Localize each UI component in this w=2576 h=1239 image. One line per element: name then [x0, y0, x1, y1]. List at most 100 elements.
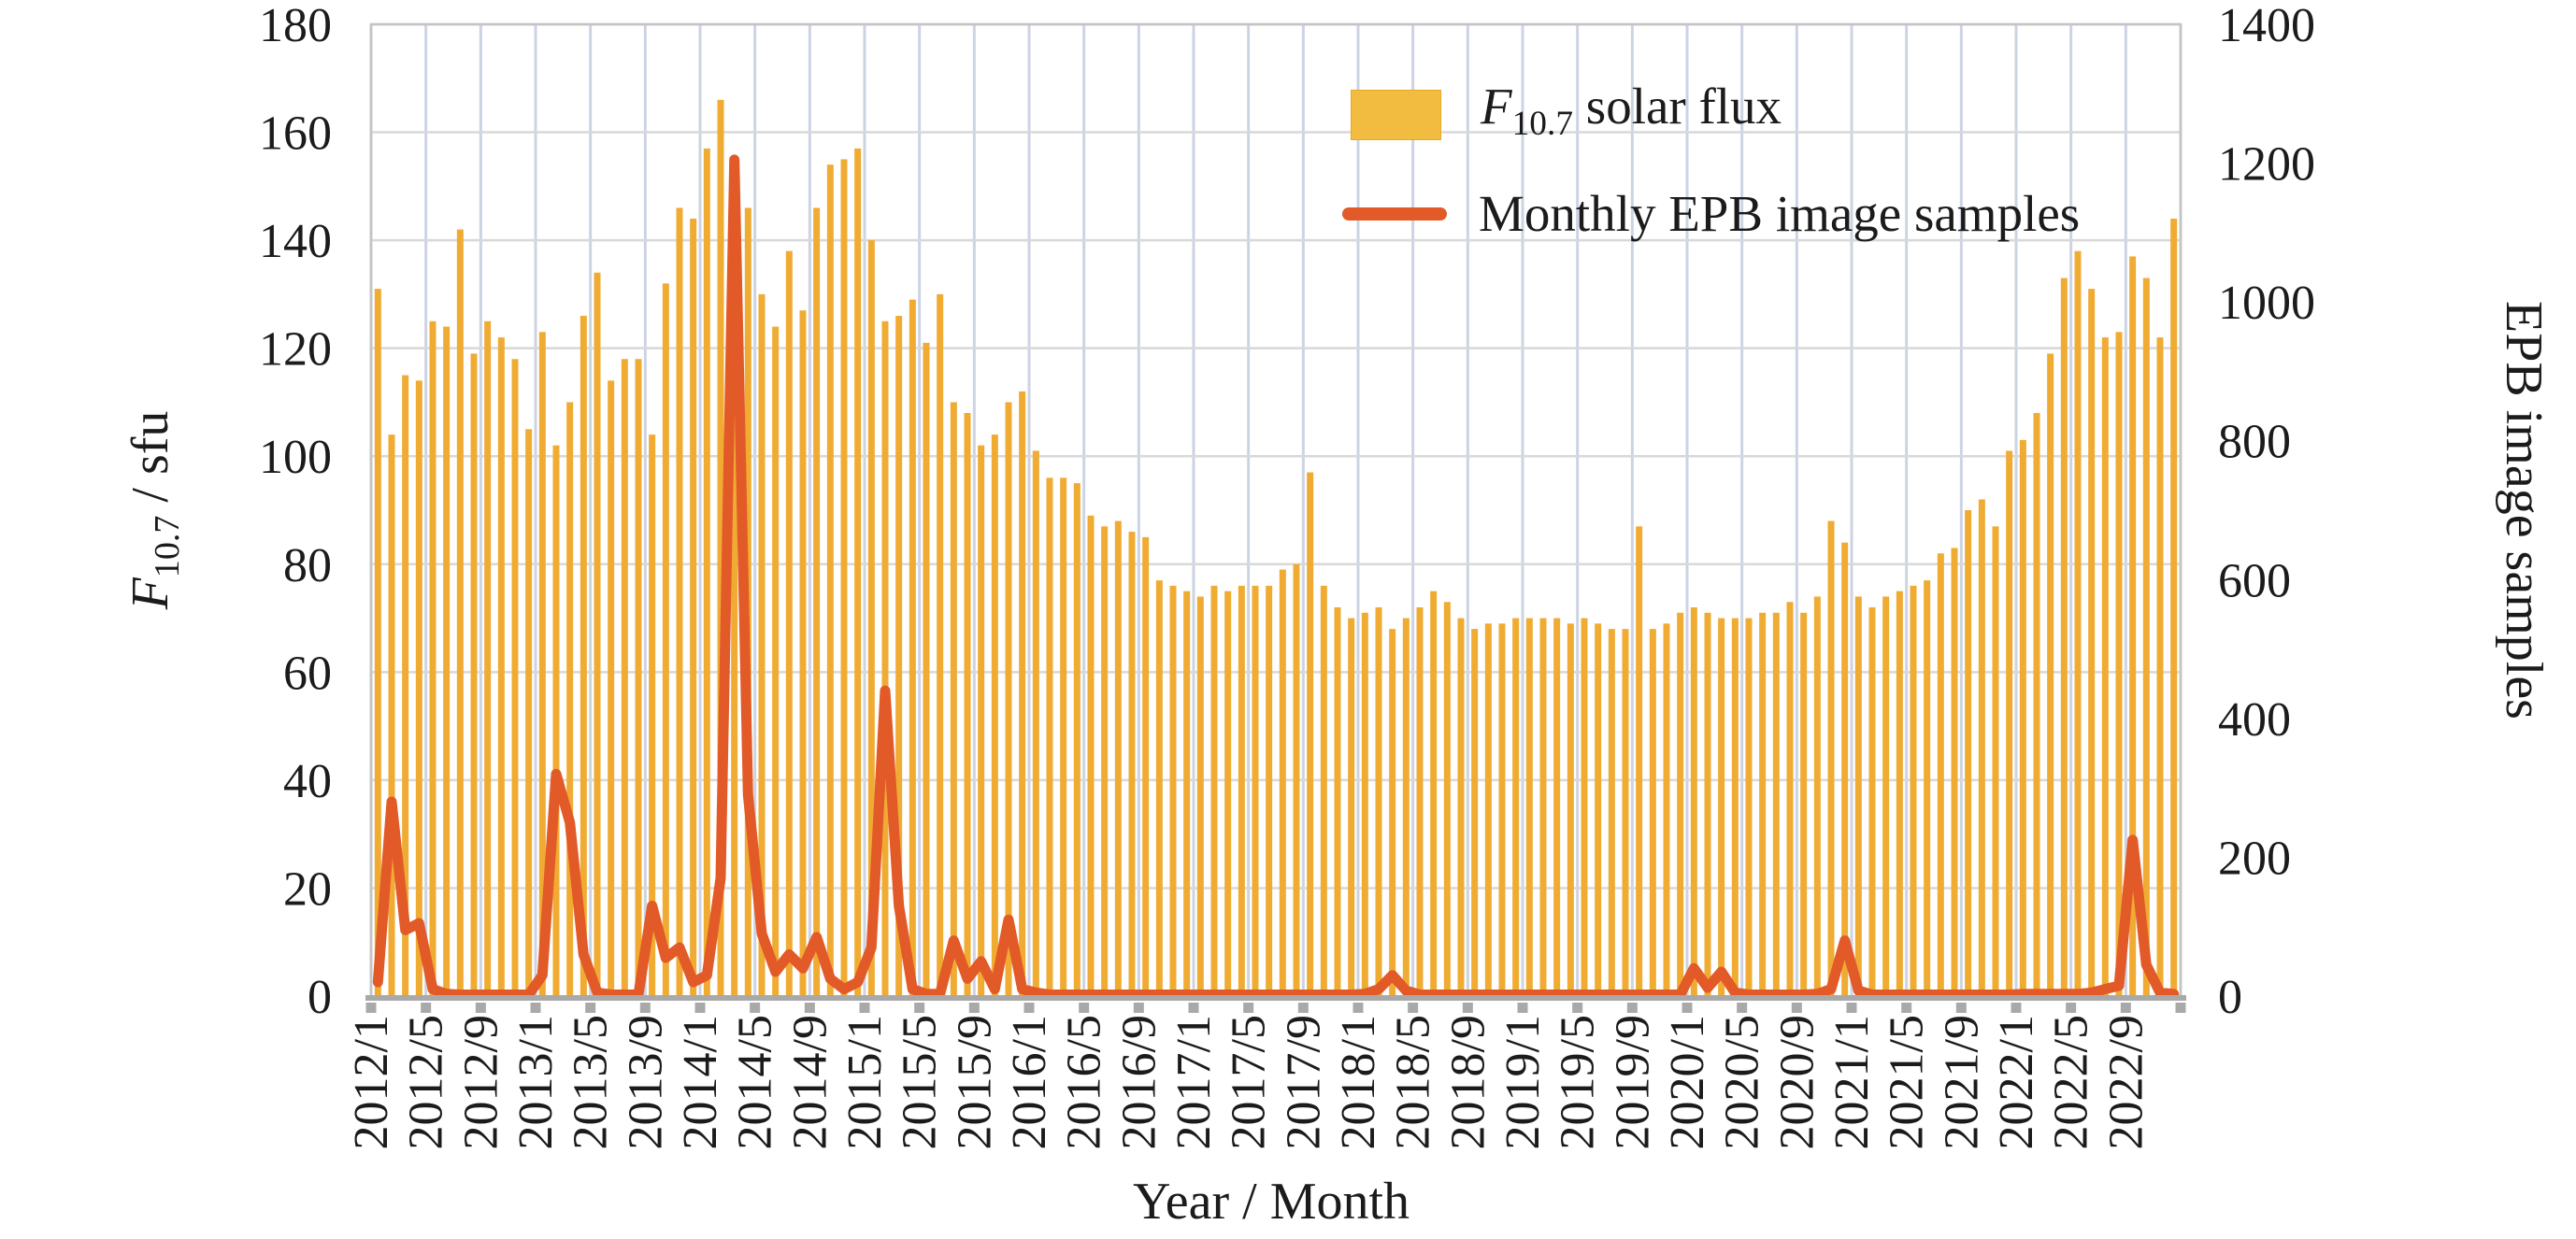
- flux-bar: [1169, 585, 1177, 996]
- left-axis-title-rest: / sfu: [121, 410, 179, 516]
- flux-bar: [840, 159, 848, 996]
- x-tick-mark: [1682, 1003, 1693, 1013]
- x-axis-tick-label: 2019/9: [1606, 1015, 1659, 1149]
- x-axis-tick-label: 2021/1: [1825, 1015, 1879, 1149]
- x-tick-mark: [2066, 1003, 2077, 1013]
- flux-bar: [1307, 472, 1314, 996]
- x-axis-tick-label: 2020/9: [1770, 1015, 1824, 1149]
- x-tick-mark: [1846, 1003, 1857, 1013]
- left-axis-tick-label: 0: [308, 971, 332, 1024]
- flux-bar: [1060, 477, 1067, 996]
- flux-bar: [2129, 256, 2137, 996]
- plot-border: [369, 22, 2182, 996]
- flux-bar: [1142, 536, 1150, 996]
- x-axis-tick-label: 2018/9: [1441, 1015, 1495, 1149]
- x-axis-tick-label: 2022/9: [2099, 1015, 2153, 1149]
- x-tick-mark: [1737, 1003, 1748, 1013]
- flux-bar: [1690, 607, 1697, 996]
- flux-bar: [1978, 499, 1985, 996]
- x-axis-tick-label: 2017/5: [1223, 1015, 1276, 1149]
- flux-bar: [635, 359, 642, 996]
- flux-bar: [1951, 548, 1958, 996]
- flux-bar: [1854, 596, 1862, 996]
- x-tick-mark: [1791, 1003, 1802, 1013]
- flux-bar: [1882, 596, 1890, 996]
- x-axis-tick-label: 2017/9: [1277, 1015, 1330, 1149]
- x-tick-mark: [1955, 1003, 1967, 1013]
- x-tick-mark: [365, 1003, 377, 1013]
- flux-bar: [1443, 602, 1451, 996]
- x-axis-tick-label: 2020/5: [1716, 1015, 1769, 1149]
- x-tick-mark: [1188, 1003, 1199, 1013]
- flux-bar: [2033, 413, 2040, 996]
- x-tick-mark: [475, 1003, 486, 1013]
- flux-bar: [1073, 483, 1080, 996]
- flux-bar: [1512, 618, 1520, 996]
- flux-bar: [429, 320, 436, 996]
- right-axis-title: EPB image samples: [2495, 301, 2553, 719]
- left-axis-tick-label: 160: [259, 107, 332, 161]
- epb-line-swatch-icon: [1342, 207, 1447, 221]
- flux-bar: [566, 402, 574, 996]
- flux-bar: [813, 207, 821, 996]
- x-tick-mark: [859, 1003, 870, 1013]
- flux-bar: [2170, 219, 2178, 996]
- flux-bar: [1101, 526, 1109, 996]
- x-axis-tick-label: 2015/5: [894, 1015, 947, 1149]
- x-axis-tick-label: 2012/9: [454, 1015, 508, 1149]
- legend-label-flux: F10.7 solar flux: [1481, 77, 1782, 143]
- flux-bar: [1402, 618, 1410, 996]
- flux-bar: [1525, 618, 1533, 996]
- flux-bar: [1224, 591, 1232, 996]
- flux-bar: [1484, 623, 1492, 996]
- x-axis-tick-label: 2018/1: [1332, 1015, 1385, 1149]
- x-axis-tick-label: 2022/1: [1990, 1015, 2043, 1149]
- flux-bar-swatch-icon: [1351, 90, 1441, 140]
- x-tick-mark: [750, 1003, 761, 1013]
- flux-bar: [415, 380, 422, 996]
- x-axis-line: [365, 995, 2186, 1001]
- epb-line: [372, 154, 2180, 1000]
- flux-bar: [662, 283, 669, 996]
- flux-bar: [649, 434, 656, 997]
- flux-bar: [1293, 563, 1300, 996]
- flux-bar: [1046, 477, 1053, 996]
- flux-bar: [2088, 289, 2096, 997]
- flux-bar: [1924, 580, 1931, 996]
- flux-bar: [1430, 591, 1438, 996]
- flux-bar: [731, 186, 738, 997]
- right-axis-tick-label: 200: [2218, 832, 2291, 885]
- left-axis-title: F10.7 / sfu: [121, 411, 188, 610]
- flux-bar: [1005, 402, 1012, 996]
- flux-bar: [1965, 510, 1972, 996]
- x-tick-mark: [1133, 1003, 1144, 1013]
- flux-bar: [1937, 553, 1944, 996]
- legend-label-epb: Monthly EPB image samples: [1479, 185, 2081, 242]
- flux-bar: [497, 337, 505, 997]
- flux-bar: [538, 332, 546, 996]
- flux-bar: [758, 293, 766, 996]
- flux-bar: [552, 445, 560, 997]
- right-axis-tick-label: 1200: [2218, 138, 2315, 192]
- flux-bar: [1210, 585, 1218, 996]
- flux-bar: [881, 320, 889, 996]
- flux-bar: [1731, 618, 1739, 996]
- flux-bar: [799, 310, 807, 996]
- flux-bar: [1718, 618, 1725, 996]
- flux-bar: [1800, 612, 1808, 996]
- flux-bar: [525, 429, 533, 996]
- x-axis-tick-label: 2016/1: [1003, 1015, 1056, 1149]
- flux-bar: [1704, 612, 1711, 996]
- flux-bar: [1183, 591, 1191, 996]
- flux-bar: [594, 272, 601, 996]
- x-axis-tick-label: 2015/9: [948, 1015, 1001, 1149]
- flux-bar: [937, 293, 944, 996]
- flux-bar: [1032, 450, 1039, 996]
- flux-bar: [1581, 618, 1588, 996]
- x-axis-tick-label: 2015/1: [838, 1015, 892, 1149]
- flux-bar: [1498, 623, 1506, 996]
- x-axis-tick-label: 2022/5: [2045, 1015, 2098, 1149]
- right-axis-tick-label: 0: [2218, 971, 2242, 1024]
